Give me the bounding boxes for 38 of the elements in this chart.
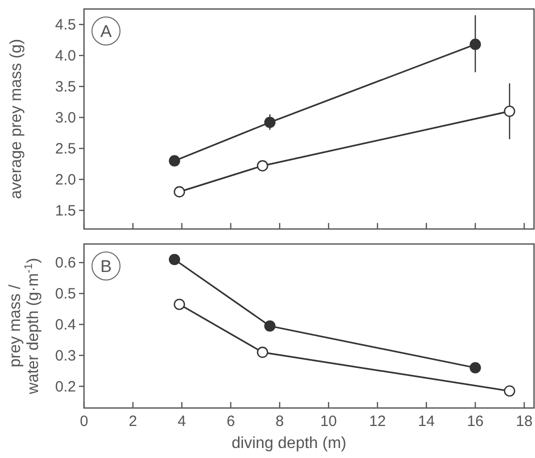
y-tick-label: 0.6 <box>55 254 76 272</box>
y-tick-label: 2.5 <box>55 140 76 158</box>
point <box>504 106 516 117</box>
y-tick-label: 4.0 <box>55 47 76 64</box>
point <box>470 38 481 50</box>
x-tick-label: 2 <box>128 413 138 430</box>
y-tick-label: 3.0 <box>55 109 76 126</box>
annotation: A <box>100 22 112 41</box>
x-tick-label: 6 <box>226 413 235 430</box>
x-tick-label: 0 <box>80 413 88 430</box>
x-tick-label: 4 <box>178 413 186 430</box>
y-axis-title: average prey mass (g) <box>8 38 25 200</box>
point <box>168 254 180 266</box>
x-tick-label: 10 <box>320 413 337 430</box>
annotation: B <box>100 257 112 276</box>
y-tick-label: 0.3 <box>55 347 76 364</box>
y-tick-label: 3.5 <box>55 78 76 96</box>
x-axis-title: diving depth (m) <box>232 435 346 452</box>
y-tick-label: 0.5 <box>55 286 76 303</box>
y-tick-label: 0.2 <box>55 378 76 396</box>
point <box>174 186 186 198</box>
point <box>256 160 268 172</box>
y-tick-label: 2.0 <box>55 171 76 188</box>
point <box>174 298 186 310</box>
x-tick-label: 16 <box>466 413 484 430</box>
x-tick-label: 18 <box>516 413 533 430</box>
point <box>264 116 276 128</box>
point <box>168 155 180 166</box>
point <box>470 362 481 374</box>
x-tick-label: 14 <box>418 413 435 430</box>
y-tick-label: 0.4 <box>55 316 76 334</box>
y-tick-label: 1.5 <box>55 202 76 220</box>
point <box>504 385 516 397</box>
point <box>264 320 276 332</box>
point <box>256 346 268 358</box>
y-tick-label: 4.5 <box>55 16 76 34</box>
x-tick-label: 12 <box>369 413 386 430</box>
x-tick-label: 8 <box>275 413 284 430</box>
